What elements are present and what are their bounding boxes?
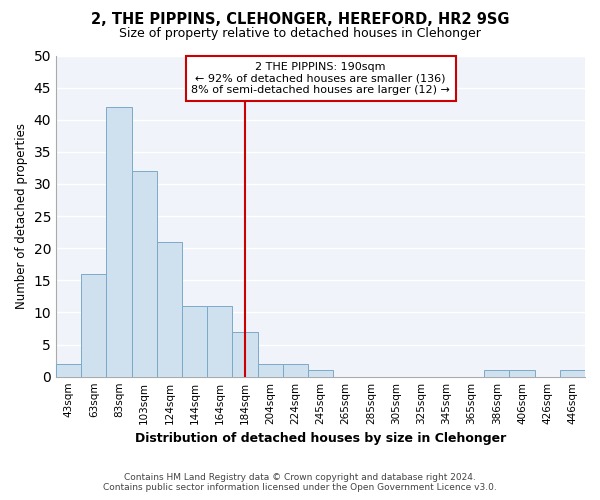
Bar [484, 370, 509, 376]
Bar [283, 364, 308, 376]
Bar [131, 171, 157, 376]
Bar [560, 370, 585, 376]
Y-axis label: Number of detached properties: Number of detached properties [15, 123, 28, 309]
Bar [207, 306, 232, 376]
Bar [106, 107, 131, 376]
Bar [182, 306, 207, 376]
Bar [56, 364, 81, 376]
X-axis label: Distribution of detached houses by size in Clehonger: Distribution of detached houses by size … [135, 432, 506, 445]
Bar [257, 364, 283, 376]
Bar [232, 332, 257, 376]
Bar [509, 370, 535, 376]
Text: Size of property relative to detached houses in Clehonger: Size of property relative to detached ho… [119, 28, 481, 40]
Text: Contains HM Land Registry data © Crown copyright and database right 2024.
Contai: Contains HM Land Registry data © Crown c… [103, 473, 497, 492]
Text: 2, THE PIPPINS, CLEHONGER, HEREFORD, HR2 9SG: 2, THE PIPPINS, CLEHONGER, HEREFORD, HR2… [91, 12, 509, 28]
Bar [308, 370, 333, 376]
Bar [157, 242, 182, 376]
Bar [81, 274, 106, 376]
Text: 2 THE PIPPINS: 190sqm
← 92% of detached houses are smaller (136)
8% of semi-deta: 2 THE PIPPINS: 190sqm ← 92% of detached … [191, 62, 450, 95]
